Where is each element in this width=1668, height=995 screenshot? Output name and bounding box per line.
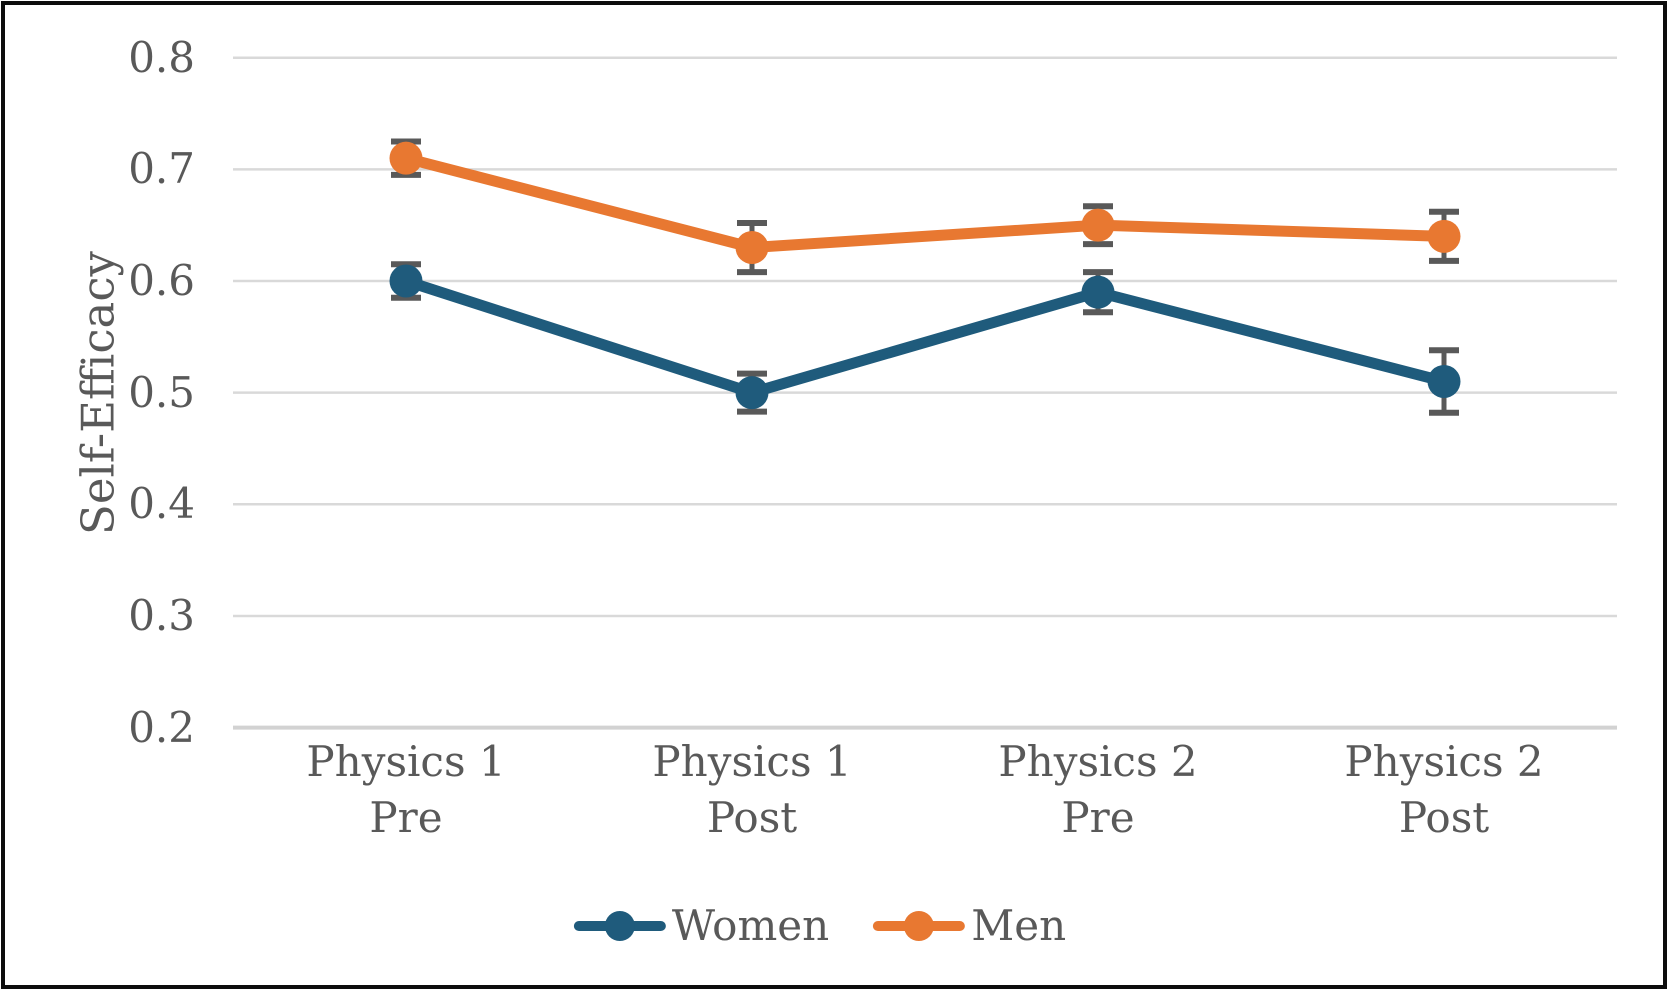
x-category-label-line: Pre [369,793,443,842]
data-point-women [389,264,423,298]
y-tick-label: 0.7 [128,144,195,194]
legend-item-men: Men [873,901,1066,950]
y-tick-label: 0.8 [128,32,195,82]
y-tick-label: 0.4 [128,479,195,529]
x-category-label-line: Physics 1 [306,737,506,786]
legend-marker-icon [573,910,666,941]
x-category-label-line: Physics 2 [998,737,1198,786]
x-category-label: Physics 1 Post [577,734,927,846]
x-category-label: Physics 2 Pre [923,734,1273,846]
data-point-women [735,376,769,410]
x-category-label-line: Post [706,793,798,842]
chart-legend: Women Men [573,901,1066,950]
x-category-label: Physics 1 Pre [231,734,581,846]
y-tick-label: 0.3 [128,590,195,640]
y-tick-label: 0.2 [128,702,195,752]
legend-item-women: Women [573,901,830,950]
y-tick-label: 0.6 [128,256,195,305]
y-tick-label: 0.5 [128,367,195,417]
data-point-women [1427,364,1461,398]
x-category-label-line: Physics 2 [1344,737,1544,786]
x-category-label-line: Pre [1061,793,1135,842]
legend-dot [904,910,935,941]
legend-label: Women [671,901,830,950]
data-point-men [1427,219,1461,253]
x-category-label: Physics 2 Post [1269,734,1619,846]
line-chart-plot [233,56,1617,730]
legend-marker-icon [873,910,966,941]
series-line-women [400,275,1450,399]
x-category-label-line: Post [1398,793,1490,842]
legend-label: Men [971,901,1067,950]
data-point-women [1081,275,1115,309]
data-point-men [389,141,423,175]
data-point-men [735,231,769,265]
series-line-men [400,152,1450,254]
data-point-men [1081,208,1115,242]
x-category-label-line: Physics 1 [652,737,852,786]
legend-dot [604,910,635,941]
